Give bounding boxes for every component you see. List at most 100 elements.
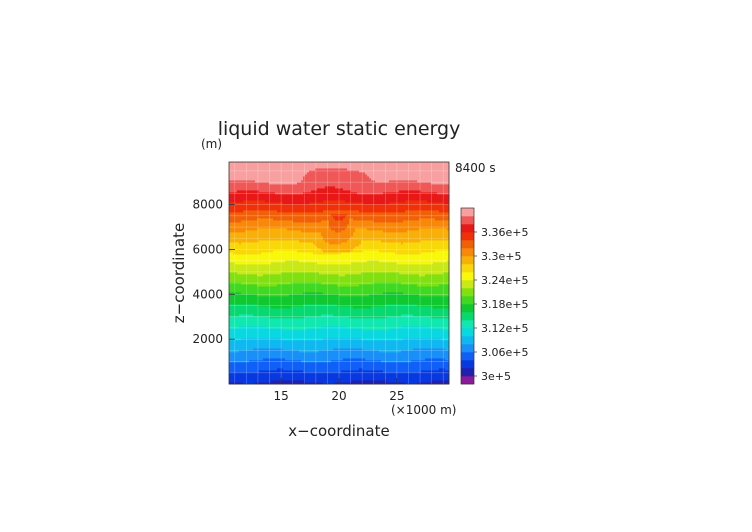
field-cell bbox=[323, 360, 326, 363]
field-cell bbox=[261, 374, 264, 377]
field-cell bbox=[325, 320, 328, 323]
field-cell bbox=[273, 304, 276, 307]
field-cell bbox=[383, 324, 386, 327]
field-cell bbox=[429, 358, 432, 361]
field-cell bbox=[329, 324, 332, 327]
field-cell bbox=[237, 296, 240, 299]
field-cell bbox=[383, 316, 386, 319]
field-cell bbox=[351, 376, 354, 379]
field-cell bbox=[405, 296, 408, 299]
field-cell bbox=[433, 318, 436, 321]
field-cell bbox=[423, 358, 426, 361]
field-cell bbox=[403, 334, 406, 337]
field-cell bbox=[275, 330, 278, 333]
field-cell bbox=[413, 338, 416, 341]
field-cell bbox=[357, 382, 360, 385]
field-cell bbox=[245, 324, 248, 327]
field-cell bbox=[339, 348, 342, 351]
field-cell bbox=[331, 316, 334, 319]
field-cell bbox=[413, 302, 416, 305]
field-cell bbox=[427, 314, 430, 317]
field-cell bbox=[295, 324, 298, 327]
field-cell bbox=[317, 380, 320, 383]
field-cell bbox=[247, 358, 250, 361]
field-cell bbox=[285, 318, 288, 321]
field-cell bbox=[425, 364, 428, 367]
field-cell bbox=[241, 324, 244, 327]
field-cell bbox=[407, 378, 410, 381]
field-cell bbox=[283, 312, 286, 315]
field-cell bbox=[265, 296, 268, 299]
field-cell bbox=[419, 318, 422, 321]
field-cell bbox=[439, 304, 442, 307]
field-cell bbox=[305, 318, 308, 321]
field-cell bbox=[433, 328, 436, 331]
field-cell bbox=[355, 332, 358, 335]
field-cell bbox=[341, 330, 344, 333]
field-cell bbox=[331, 308, 334, 311]
field-cell bbox=[279, 316, 282, 319]
field-cell bbox=[385, 358, 388, 361]
field-cell bbox=[261, 370, 264, 373]
field-cell bbox=[293, 358, 296, 361]
field-cell bbox=[427, 378, 430, 381]
field-cell bbox=[367, 382, 370, 385]
field-cell bbox=[265, 368, 268, 371]
field-cell bbox=[445, 358, 448, 361]
field-cell bbox=[243, 374, 246, 377]
field-cell bbox=[239, 320, 242, 323]
field-cell bbox=[389, 376, 392, 379]
field-cell bbox=[445, 346, 448, 349]
field-cell bbox=[425, 318, 428, 321]
field-cell bbox=[347, 374, 350, 377]
field-cell bbox=[443, 298, 446, 301]
field-cell bbox=[445, 374, 448, 377]
field-cell bbox=[419, 366, 422, 369]
field-cell bbox=[381, 312, 384, 315]
field-cell bbox=[259, 340, 262, 343]
field-cell bbox=[409, 350, 412, 353]
field-cell bbox=[357, 300, 360, 303]
field-cell bbox=[421, 362, 424, 365]
field-cell bbox=[415, 382, 418, 385]
field-cell bbox=[305, 334, 308, 337]
field-cell bbox=[313, 298, 316, 301]
field-cell bbox=[413, 314, 416, 317]
field-cell bbox=[377, 382, 380, 385]
field-cell bbox=[277, 296, 280, 299]
field-cell bbox=[355, 324, 358, 327]
field-cell bbox=[297, 364, 300, 367]
field-cell bbox=[325, 322, 328, 325]
field-cell bbox=[411, 316, 414, 319]
field-cell bbox=[359, 378, 362, 381]
field-cell bbox=[273, 320, 276, 323]
field-cell bbox=[349, 314, 352, 317]
field-cell bbox=[253, 296, 256, 299]
field-cell bbox=[349, 308, 352, 311]
field-cell bbox=[427, 374, 430, 377]
field-cell bbox=[381, 378, 384, 381]
field-cell bbox=[257, 328, 260, 331]
field-cell bbox=[389, 372, 392, 375]
field-cell bbox=[257, 382, 260, 385]
field-cell bbox=[391, 326, 394, 329]
field-cell bbox=[229, 356, 232, 359]
field-cell bbox=[347, 312, 350, 315]
field-cell bbox=[343, 328, 346, 331]
field-cell bbox=[299, 324, 302, 327]
field-cell bbox=[339, 346, 342, 349]
field-cell bbox=[243, 338, 246, 341]
field-cell bbox=[425, 302, 428, 305]
field-cell bbox=[345, 380, 348, 383]
field-cell bbox=[349, 332, 352, 335]
field-cell bbox=[321, 304, 324, 307]
field-cell bbox=[395, 338, 398, 341]
field-cell bbox=[393, 294, 396, 297]
field-cell bbox=[253, 352, 256, 355]
field-cell bbox=[355, 370, 358, 373]
field-cell bbox=[397, 312, 400, 315]
field-cell bbox=[381, 358, 384, 361]
field-cell bbox=[331, 374, 334, 377]
field-cell bbox=[267, 364, 270, 367]
field-cell bbox=[341, 308, 344, 311]
